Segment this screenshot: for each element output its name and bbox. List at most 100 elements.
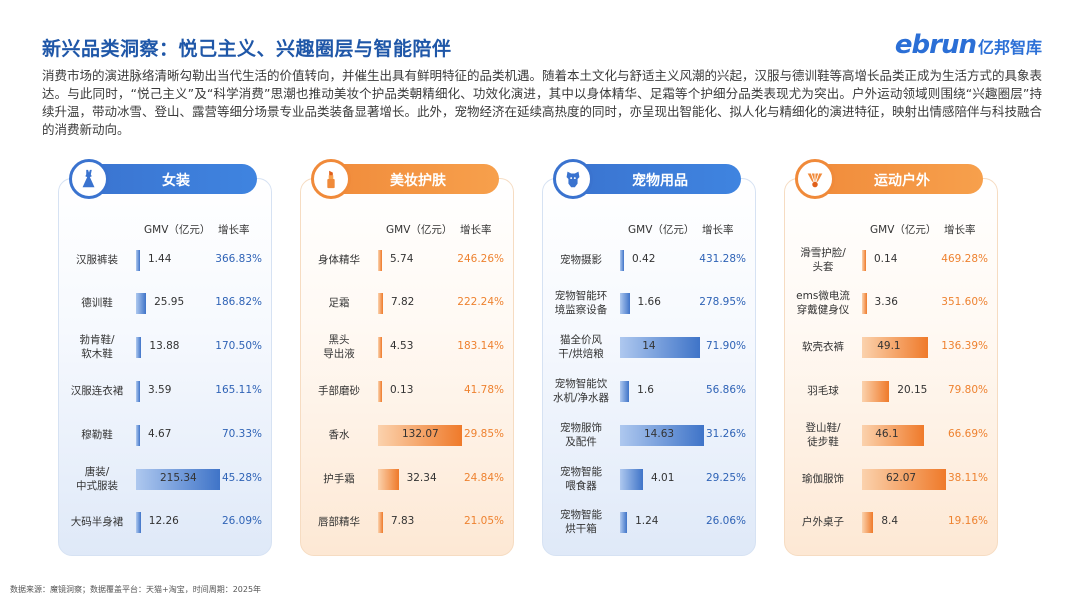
- gmv-value-label: 62.07: [886, 472, 917, 484]
- gmv-value-label: 4.53: [390, 340, 414, 352]
- growth-rate-label: 29.85%: [463, 428, 504, 440]
- gmv-value-label: 8.4: [881, 515, 899, 527]
- gmv-value-label: 32.34: [406, 472, 437, 484]
- gmv-value-label: 0.42: [632, 253, 656, 265]
- category-label: 宠物智能饮 水机/净水器: [552, 378, 610, 404]
- category-label: 滑雪护脸/头套: [800, 247, 846, 273]
- gmv-column-header: GMV（亿元）: [628, 224, 695, 236]
- gmv-value-label: 13.88: [149, 340, 180, 352]
- category-label: 手部磨砂: [318, 385, 360, 397]
- category-label: 户外桌子: [802, 516, 844, 528]
- growth-rate-label: 70.33%: [221, 428, 262, 440]
- page-title: 新兴品类洞察：悦己主义、兴趣圈层与智能陪伴: [42, 38, 452, 60]
- growth-rate-label: 31.26%: [705, 428, 746, 440]
- gmv-bar: [378, 250, 382, 271]
- growth-rate-label: 21.05%: [463, 515, 504, 527]
- gmv-value-label: 7.82: [390, 296, 415, 308]
- gmv-column-header: GMV（亿元）: [386, 224, 453, 236]
- gmv-value-label: 215.34: [160, 472, 197, 484]
- gmv-bar: [862, 381, 890, 402]
- category-label: 护手霜: [323, 473, 355, 485]
- shuttlecock-icon: [795, 159, 835, 199]
- category-label: 勃肯鞋/软木鞋: [79, 334, 115, 360]
- logo-chinese-name: 亿邦智库: [977, 38, 1042, 57]
- gmv-bar: [136, 381, 140, 402]
- gmv-bar: [378, 425, 462, 446]
- growth-rate-label: 165.11%: [215, 384, 262, 396]
- gmv-value-label: 12.26: [148, 515, 179, 527]
- chart-title-pill: 宠物用品: [553, 159, 741, 199]
- gmv-value-label: 0.13: [390, 384, 414, 396]
- category-label: 宠物智能环 境监察设备: [554, 290, 608, 316]
- data-source-note: 数据来源：魔镜洞察；数据覆盖平台：天猫+淘宝，时间周期：2025年: [10, 585, 262, 594]
- chart-card-1: [300, 178, 514, 556]
- gmv-value-label: 3.59: [148, 384, 172, 396]
- chart-title-pill: 女装: [69, 159, 257, 199]
- growth-rate-label: 66.69%: [947, 428, 988, 440]
- chart-title: 运动户外: [874, 173, 930, 189]
- category-label: 德训鞋: [81, 297, 113, 309]
- gmv-bar: [620, 381, 630, 402]
- gmv-value-label: 14.63: [644, 428, 675, 440]
- gmv-bar: [862, 337, 929, 358]
- growth-rate-label: 246.26%: [457, 253, 504, 265]
- gmv-bar: [620, 425, 704, 446]
- gmv-bar: [378, 512, 383, 533]
- growth-rate-label: 351.60%: [941, 296, 988, 308]
- gmv-bar: [136, 337, 142, 358]
- chart-title-pill: 运动户外: [795, 159, 983, 199]
- growth-rate-label: 24.84%: [463, 472, 504, 484]
- gmv-value-label: 4.67: [148, 428, 172, 440]
- gmv-value-label: 1.24: [635, 515, 659, 527]
- growth-rate-label: 56.86%: [705, 384, 746, 396]
- category-label: 汉服连衣裙: [70, 385, 124, 397]
- dog-icon: [553, 159, 593, 199]
- growth-rate-label: 366.83%: [215, 253, 262, 265]
- category-label: 香水: [328, 429, 350, 441]
- category-label: 登山鞋/徒步鞋: [805, 422, 841, 448]
- growth-column-header: 增长率: [218, 224, 250, 236]
- gmv-bar: [378, 293, 383, 314]
- gmv-value-label: 1.66: [637, 296, 661, 308]
- gmv-bar: [620, 293, 630, 314]
- gmv-bar: [862, 250, 866, 271]
- gmv-bar: [620, 337, 701, 358]
- chart-title: 宠物用品: [632, 173, 688, 189]
- growth-rate-label: 469.28%: [941, 253, 988, 265]
- growth-column-header: 增长率: [944, 224, 976, 236]
- growth-rate-label: 26.09%: [221, 515, 262, 527]
- gmv-bar: [620, 469, 644, 490]
- dress-icon: [69, 159, 109, 199]
- gmv-value-label: 3.36: [874, 296, 898, 308]
- category-label: 软壳衣裤: [802, 341, 844, 353]
- category-label: ems微电流 穿戴健身仪: [796, 290, 850, 316]
- gmv-bar: [378, 381, 382, 402]
- growth-rate-label: 45.28%: [221, 472, 262, 484]
- gmv-value-label: 7.83: [390, 515, 415, 527]
- gmv-value-label: 4.01: [651, 472, 675, 484]
- gmv-bar: [620, 512, 628, 533]
- growth-rate-label: 71.90%: [705, 340, 746, 352]
- category-label: 宠物智能 烘干箱: [560, 509, 602, 535]
- category-label: 宠物摄影: [560, 254, 602, 266]
- category-label: 羽毛球: [807, 385, 839, 397]
- gmv-bar: [620, 250, 624, 271]
- gmv-bar: [378, 469, 399, 490]
- growth-column-header: 增长率: [702, 224, 734, 236]
- gmv-value-label: 49.1: [877, 340, 901, 352]
- gmv-bar: [862, 512, 874, 533]
- gmv-value-label: 0.14: [874, 253, 898, 265]
- growth-rate-label: 136.39%: [941, 340, 988, 352]
- gmv-value-label: 20.15: [897, 384, 928, 396]
- gmv-value-label: 132.07: [402, 428, 439, 440]
- growth-rate-label: 186.82%: [215, 296, 262, 308]
- gmv-bar: [862, 469, 946, 490]
- category-label: 宠物服饰 及配件: [560, 422, 602, 448]
- category-label: 身体精华: [318, 254, 360, 266]
- category-label: 宠物智能 喂食器: [560, 466, 602, 492]
- category-label: 唇部精华: [318, 516, 360, 528]
- growth-rate-label: 170.50%: [215, 340, 262, 352]
- growth-rate-label: 183.14%: [457, 340, 504, 352]
- gmv-column-header: GMV（亿元）: [144, 224, 211, 236]
- growth-column-header: 增长率: [460, 224, 492, 236]
